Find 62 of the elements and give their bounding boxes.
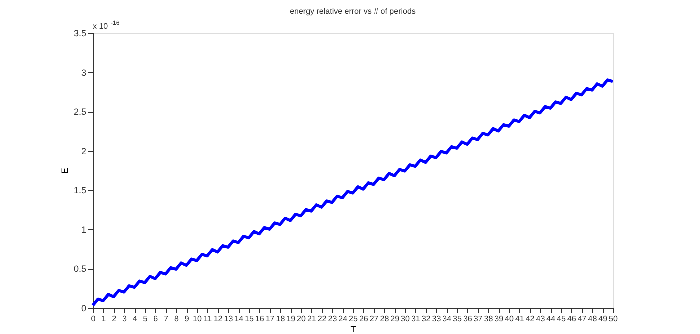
x-tick-label: 24: [338, 314, 348, 324]
x-tick-label: 12: [214, 314, 224, 324]
y-tick-label: 0: [81, 304, 86, 314]
x-tick-label: 16: [255, 314, 265, 324]
x-tick-label: 25: [349, 314, 358, 324]
y-tick-label: 2.5: [74, 107, 86, 118]
x-tick-label: 38: [484, 314, 494, 324]
x-tick-label: 22: [318, 314, 328, 324]
x-tick-label: 45: [557, 314, 566, 324]
x-tick-label: 49: [598, 314, 608, 324]
x-tick-label: 1: [102, 314, 107, 324]
y-tick-label: 3: [81, 68, 86, 78]
x-tick-label: 48: [588, 314, 598, 324]
x-tick-label: 42: [526, 314, 536, 324]
x-tick-label: 9: [184, 314, 190, 324]
x-tick-label: 44: [546, 314, 556, 324]
x-tick-label: 6: [154, 314, 159, 324]
x-tick-label: 17: [266, 314, 276, 324]
x-tick-label: 31: [411, 314, 421, 324]
x-tick-label: 43: [536, 314, 546, 324]
x-tick-label: 5: [143, 314, 148, 324]
x-tick-label: 33: [432, 314, 442, 324]
x-tick-label: 35: [453, 314, 462, 324]
x-tick-label: 29: [390, 314, 400, 324]
x-tick-label: 15: [245, 314, 254, 324]
x-tick-label: 40: [505, 314, 514, 324]
x-axis-title: T: [350, 324, 357, 334]
y-tick-label: 3.5: [74, 28, 86, 38]
x-tick-label: 20: [297, 314, 306, 324]
x-tick-label: 41: [515, 314, 525, 324]
x-tick-label: 3: [122, 314, 128, 324]
x-tick-label: 18: [276, 314, 286, 324]
y-tick-label: 1.5: [74, 186, 86, 196]
x-tick-label: 14: [234, 314, 244, 324]
x-tick-label: 30: [401, 314, 410, 324]
x-tick-label: 0: [91, 314, 96, 324]
x-tick-label: 28: [380, 314, 390, 324]
x-tick-label: 13: [224, 314, 234, 324]
y-axis-title: E: [60, 168, 70, 174]
x-tick-label: 37: [474, 314, 484, 324]
chart-title: energy relative error vs # of periods: [290, 7, 416, 16]
y-tick-label: 2: [81, 146, 86, 156]
x-tick-label: 7: [164, 314, 170, 324]
x-tick-label: 26: [359, 314, 369, 324]
x-tick-label: 32: [422, 314, 432, 324]
y-tick-label: 0.5: [74, 264, 86, 274]
x-tick-label: 21: [307, 314, 317, 324]
x-tick-label: 36: [463, 314, 473, 324]
x-tick-label: 11: [204, 314, 213, 324]
x-tick-label: 8: [174, 314, 180, 324]
x-tick-label: 50: [609, 314, 618, 324]
x-tick-label: 47: [578, 314, 588, 324]
x-tick-label: 23: [328, 314, 338, 324]
x-tick-label: 39: [494, 314, 504, 324]
x-tick-label: 2: [112, 314, 118, 324]
x-tick-label: 10: [193, 314, 202, 324]
x-tick-label: 46: [567, 314, 577, 324]
x-tick-label: 27: [370, 314, 380, 324]
x-tick-label: 4: [132, 314, 138, 324]
y-tick-label: 1: [81, 224, 86, 235]
x-tick-label: 19: [286, 314, 296, 324]
x-tick-label: 34: [442, 314, 452, 324]
